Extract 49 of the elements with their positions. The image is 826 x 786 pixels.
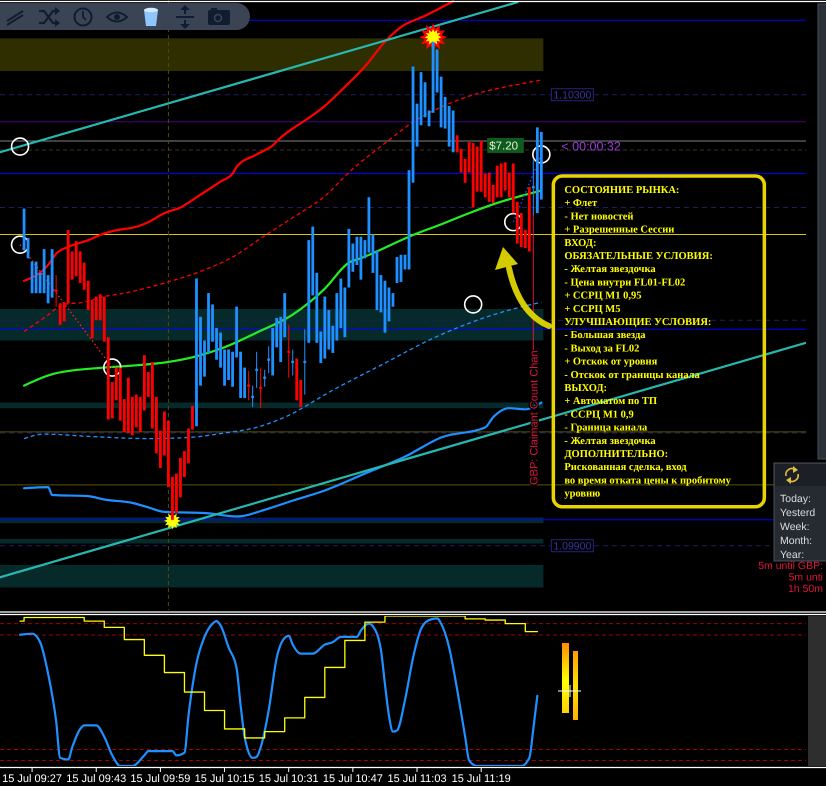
annotation: 1h 50m: [788, 583, 824, 595]
annotation: - Цена внутри FL01-FL02: [564, 277, 686, 288]
annotation: уровню: [564, 488, 600, 500]
annotation: Week:: [780, 521, 810, 533]
annotation: - ССРЦ М1 0,9: [564, 409, 634, 420]
annotation: ОБЯЗАТЕЛЬНЫЕ УСЛОВИЯ:: [564, 251, 713, 262]
x-tick-label: 15 Jul 10:15: [194, 773, 255, 785]
annotation: Yesterd: [780, 507, 816, 519]
x-tick-label: 15 Jul 10:47: [322, 773, 383, 785]
annotation: ВХОД:: [564, 238, 596, 249]
annotation: + Отскок от уровня: [564, 356, 658, 368]
candlestick: [255, 352, 258, 388]
annotation: 5m unti: [788, 572, 823, 584]
annotation: во время отката цены к пробитому: [564, 475, 732, 486]
annotation: - Желтая звездочка: [564, 436, 656, 447]
annotation: Today:: [780, 493, 811, 505]
annotation: < 00:00:32: [561, 140, 621, 154]
annotation: - Желтая звездочка: [564, 264, 656, 276]
y-tick-label: 1.09900: [553, 540, 592, 553]
candlestick: [247, 370, 250, 400]
candlestick: [54, 275, 58, 307]
annotation: + ССРЦ М5: [564, 304, 620, 315]
annotation: $7.20: [489, 140, 518, 152]
annotation: + ССРЦ М1 0,95: [564, 290, 642, 302]
annotation: - Нет новостей: [564, 211, 634, 222]
x-tick-label: 15 Jul 11:03: [387, 773, 447, 785]
annotation: Month:: [780, 535, 812, 547]
x-tick-label: 15 Jul 10:31: [258, 773, 319, 785]
annotation: - Выход за FL02: [564, 343, 640, 354]
annotation: - Граница канала: [564, 422, 648, 434]
candlestick: [251, 386, 254, 408]
annotation: Year:: [780, 549, 804, 561]
y-tick-label: 1.10300: [553, 90, 592, 102]
candlestick: [287, 324, 290, 378]
annotation: - Большая звезда: [564, 330, 646, 342]
x-tick-label: 15 Jul 09:27: [2, 773, 62, 785]
annotation: Рискованная сделка, вход: [564, 462, 688, 474]
annotation: ДОПОЛНИТЕЛЬНО:: [564, 449, 668, 460]
x-tick-label: 15 Jul 09:43: [66, 773, 126, 785]
candlestick: [259, 368, 262, 408]
annotation: УЛУЧШАЮЩИЕ УСЛОВИЯ:: [564, 317, 712, 328]
annotation: СОСТОЯНИЕ РЫНКА:: [564, 185, 680, 196]
annotation: + Разрешенные Сессии: [564, 224, 674, 236]
annotation: ВЫХОД:: [564, 383, 608, 394]
x-tick-label: 15 Jul 09:59: [130, 773, 190, 785]
annotation: + Флет: [564, 198, 598, 210]
annotation: 5m until GBP:: [758, 560, 823, 572]
x-tick-label: 15 Jul 11:19: [452, 773, 511, 785]
ref-line-label: GBP: Claimant Count Chan: [528, 350, 540, 485]
